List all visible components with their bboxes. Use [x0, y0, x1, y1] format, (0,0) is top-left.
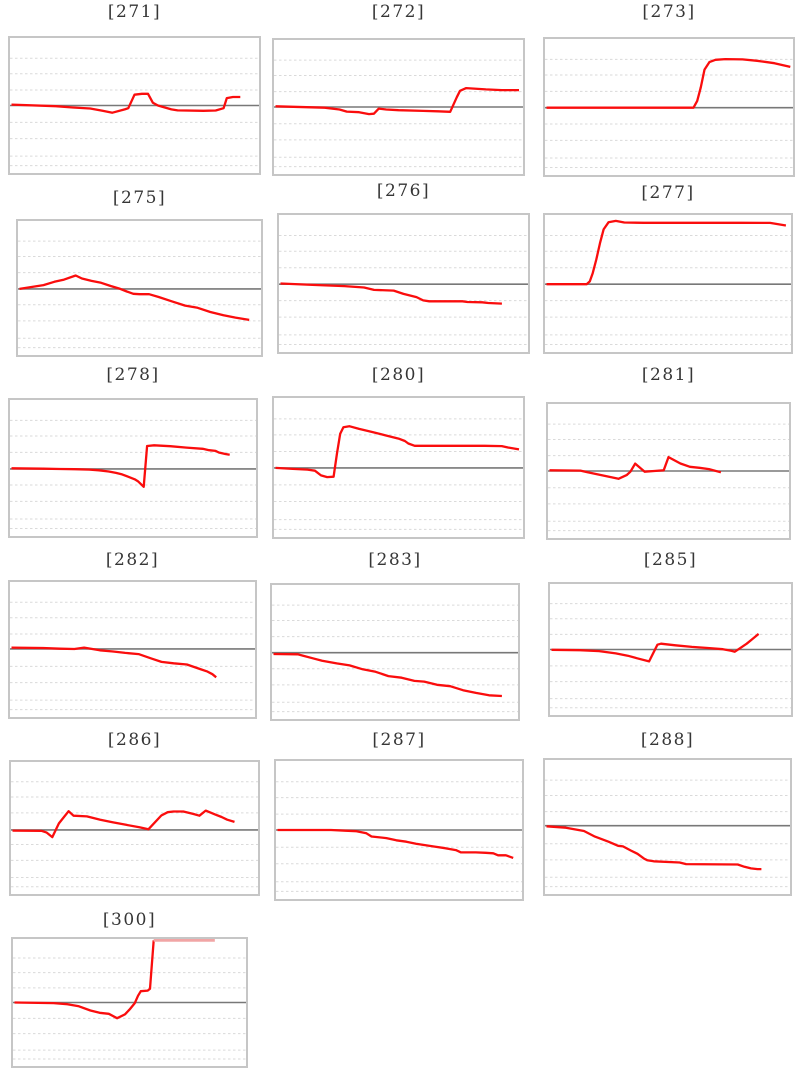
series-line	[273, 652, 502, 698]
chart-panel-275	[16, 219, 263, 357]
chart-title-282: [282]	[105, 550, 160, 570]
chart-svg-300	[13, 939, 246, 1060]
series-line	[275, 425, 520, 479]
chart-panel-271	[8, 36, 261, 175]
chart-svg-276	[279, 235, 528, 345]
chart-title-286: [286]	[107, 730, 162, 750]
chart-title-283: [283]	[368, 550, 422, 570]
chart-panel-287	[274, 759, 524, 901]
series-line	[277, 828, 514, 859]
chart-title-276: [276]	[376, 181, 431, 201]
chart-svg-278	[10, 419, 256, 530]
chart-panel-288	[543, 758, 792, 896]
chart-panel-282	[8, 580, 257, 719]
chart-panel-300	[11, 937, 248, 1068]
chart-title-273: [273]	[642, 2, 696, 22]
chart-panel-278	[8, 398, 258, 538]
chart-svg-281	[548, 423, 789, 532]
chart-panel-273	[543, 37, 795, 177]
chart-svg-277	[545, 219, 791, 345]
series-line	[546, 57, 791, 109]
chart-svg-283	[272, 604, 518, 713]
chart-title-281: [281]	[641, 365, 696, 385]
chart-svg-286	[11, 781, 258, 888]
chart-svg-282	[10, 601, 255, 711]
series-line	[549, 455, 722, 480]
series-line	[275, 86, 519, 116]
chart-title-275: [275]	[112, 188, 167, 208]
chart-title-285: [285]	[643, 550, 698, 570]
chart-title-300: [300]	[102, 910, 157, 930]
chart-panel-276	[277, 213, 530, 354]
chart-svg-275	[18, 240, 261, 349]
chart-panel-283	[270, 583, 520, 721]
chart-panel-286	[9, 760, 260, 896]
chart-svg-272	[274, 59, 523, 168]
chart-svg-280	[274, 418, 523, 530]
series-line	[546, 219, 787, 286]
chart-svg-273	[545, 57, 793, 169]
series-line	[19, 274, 250, 322]
chart-panel-280	[272, 396, 525, 539]
chart-panel-277	[543, 213, 793, 354]
chart-title-288: [288]	[640, 730, 695, 750]
series-line	[11, 444, 230, 488]
series-line	[11, 646, 217, 679]
chart-title-277: [277]	[641, 183, 695, 203]
chart-svg-288	[545, 779, 790, 888]
series-line	[546, 825, 762, 871]
chart-svg-285	[550, 603, 791, 709]
series-line	[280, 282, 502, 305]
chart-svg-271	[10, 57, 259, 167]
series-line	[11, 92, 241, 114]
chart-svg-287	[276, 781, 522, 892]
series-line	[551, 633, 760, 663]
chart-title-271: [271]	[107, 2, 162, 22]
chart-title-278: [278]	[106, 365, 160, 385]
chart-title-272: [272]	[371, 2, 426, 22]
series-line	[14, 940, 155, 1020]
chart-panel-281	[546, 402, 791, 540]
chart-panel-272	[272, 38, 525, 176]
chart-title-287: [287]	[372, 730, 426, 750]
series-line	[12, 809, 235, 839]
chart-title-280: [280]	[371, 365, 426, 385]
chart-panel-285	[548, 582, 793, 717]
